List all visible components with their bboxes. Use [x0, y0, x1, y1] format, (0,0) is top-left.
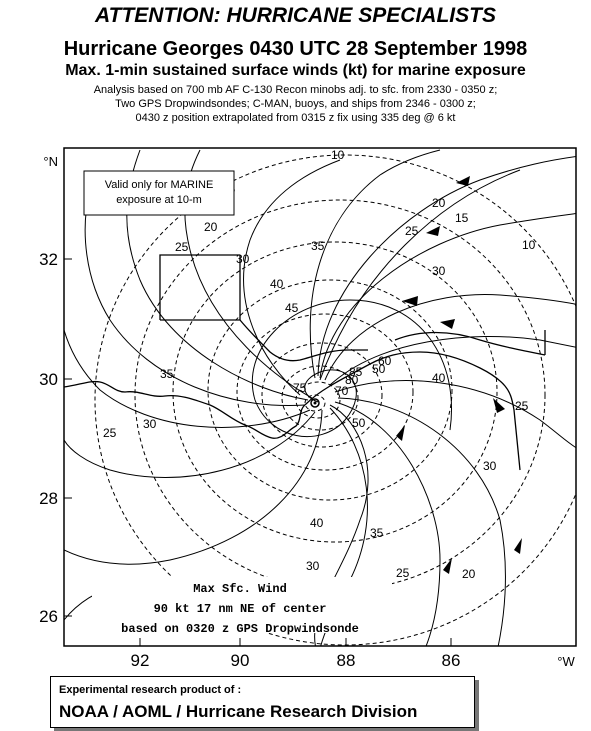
credit-line-2: NOAA / AOML / Hurricane Research Divisio… [59, 702, 418, 721]
max-wind-line-3: based on 0320 z GPS Dropwindsonde [121, 622, 359, 636]
lon-tick-label: 86 [442, 651, 461, 670]
max-wind-annotation: Max Sfc. Wind 90 kt 17 nm NE of center b… [92, 577, 392, 636]
isotach-label: 35 [160, 367, 174, 381]
isotach-label: 25 [175, 240, 189, 254]
valid-only-box: Valid only for MARINE exposure at 10-m [83, 170, 235, 216]
lat-tick-label: 32 [39, 250, 58, 269]
analysis-note-2: Two GPS Dropwindsondes; C-MAN, buoys, an… [115, 98, 476, 110]
isotach-contours [94, 154, 576, 646]
isotach-label: 50 [372, 362, 386, 376]
flow-arrows [396, 176, 522, 574]
isotach-label: 30 [143, 417, 157, 431]
isotach-label: 60 [378, 354, 392, 368]
isotach-label: 25 [515, 399, 529, 413]
analysis-note-3: 0430 z position extrapolated from 0315 z… [135, 112, 456, 124]
graticule-ticks [64, 258, 452, 646]
lon-tick-label: 88 [337, 651, 356, 670]
coastline [63, 254, 546, 471]
isotach-label: 20 [462, 567, 476, 581]
isotach-label: 50 [352, 416, 366, 430]
lon-unit-label: °W [557, 654, 575, 669]
storm-center-marker [310, 398, 320, 408]
isotach-labels: 10 15 20 25 30 35 40 45 50 60 70 75 80 8… [103, 148, 536, 581]
isotach-label: 10 [522, 238, 536, 252]
page-subtitle: Max. 1-min sustained surface winds (kt) … [65, 62, 526, 79]
lon-tick-label: 90 [231, 651, 250, 670]
isotach-label: 45 [285, 301, 299, 315]
isotach-label: 40 [432, 371, 446, 385]
latitude-labels: °N 32 30 28 26 [39, 154, 58, 626]
page-title: Hurricane Georges 0430 UTC 28 September … [63, 38, 528, 60]
isotach-label: 30 [432, 264, 446, 278]
isotach-label: 10 [331, 148, 345, 162]
isotach-label: 75 [293, 381, 307, 395]
isotach-label: 30 [306, 559, 320, 573]
wind-analysis-map: °N 32 30 28 26 92 90 88 86 °W 10 15 20 2… [39, 147, 577, 670]
lat-unit-label: °N [43, 154, 58, 169]
lon-tick-label: 92 [131, 651, 150, 670]
credit-box: Experimental research product of : NOAA … [50, 676, 475, 728]
isotach-label: 35 [311, 239, 325, 253]
isotach-label: 40 [270, 277, 284, 291]
valid-only-line-1: Valid only for MARINE [105, 179, 214, 191]
isotach-label: 40 [310, 516, 324, 530]
credit-line-1: Experimental research product of : [59, 684, 242, 696]
isotach-label: 80 [345, 373, 359, 387]
isotach-label: 30 [236, 252, 250, 266]
lat-tick-label: 30 [39, 370, 58, 389]
attention-banner: ATTENTION: HURRICANE SPECIALISTS [95, 4, 496, 27]
lat-tick-label: 28 [39, 489, 58, 508]
isotach-label: 25 [103, 426, 117, 440]
isotach-label: 20 [432, 196, 446, 210]
isotach-label: 85 [349, 365, 363, 379]
isotach-label: 35 [370, 526, 384, 540]
isotach-label: 25 [396, 566, 410, 580]
isotach-label: 70 [335, 384, 349, 398]
map-frame [63, 147, 577, 647]
isotach-label: 15 [455, 211, 469, 225]
longitude-labels: 92 90 88 86 °W [131, 651, 576, 670]
max-wind-line-2: 90 kt 17 nm NE of center [154, 602, 327, 616]
isotach-label: 20 [204, 220, 218, 234]
lat-tick-label: 26 [39, 607, 58, 626]
valid-only-line-2: exposure at 10-m [116, 194, 202, 206]
isotach-label: 30 [483, 459, 497, 473]
analysis-note-1: Analysis based on 700 mb AF C-130 Recon … [93, 84, 498, 96]
isotach-label: 25 [405, 224, 419, 238]
max-wind-line-1: Max Sfc. Wind [193, 582, 287, 596]
